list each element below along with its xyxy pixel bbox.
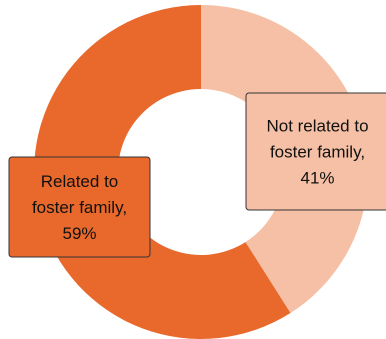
slice-label-box <box>8 156 151 258</box>
slice-label-2: Related to foster family, 59% <box>8 156 151 258</box>
slice-labels: Not related to foster family, 41% Related t… <box>8 92 386 258</box>
slice-label-line: 59% <box>62 224 96 243</box>
slice-label-box <box>245 92 386 211</box>
slice-label-line: Related to <box>41 172 119 191</box>
slice-label-line: foster family, <box>32 198 127 217</box>
slice-label-line: 41% <box>300 169 334 188</box>
slice-label-1: Not related to foster family, 41% <box>245 92 386 211</box>
slice-label-line: Not related to <box>266 117 368 136</box>
slice-label-line: foster family, <box>270 143 365 162</box>
